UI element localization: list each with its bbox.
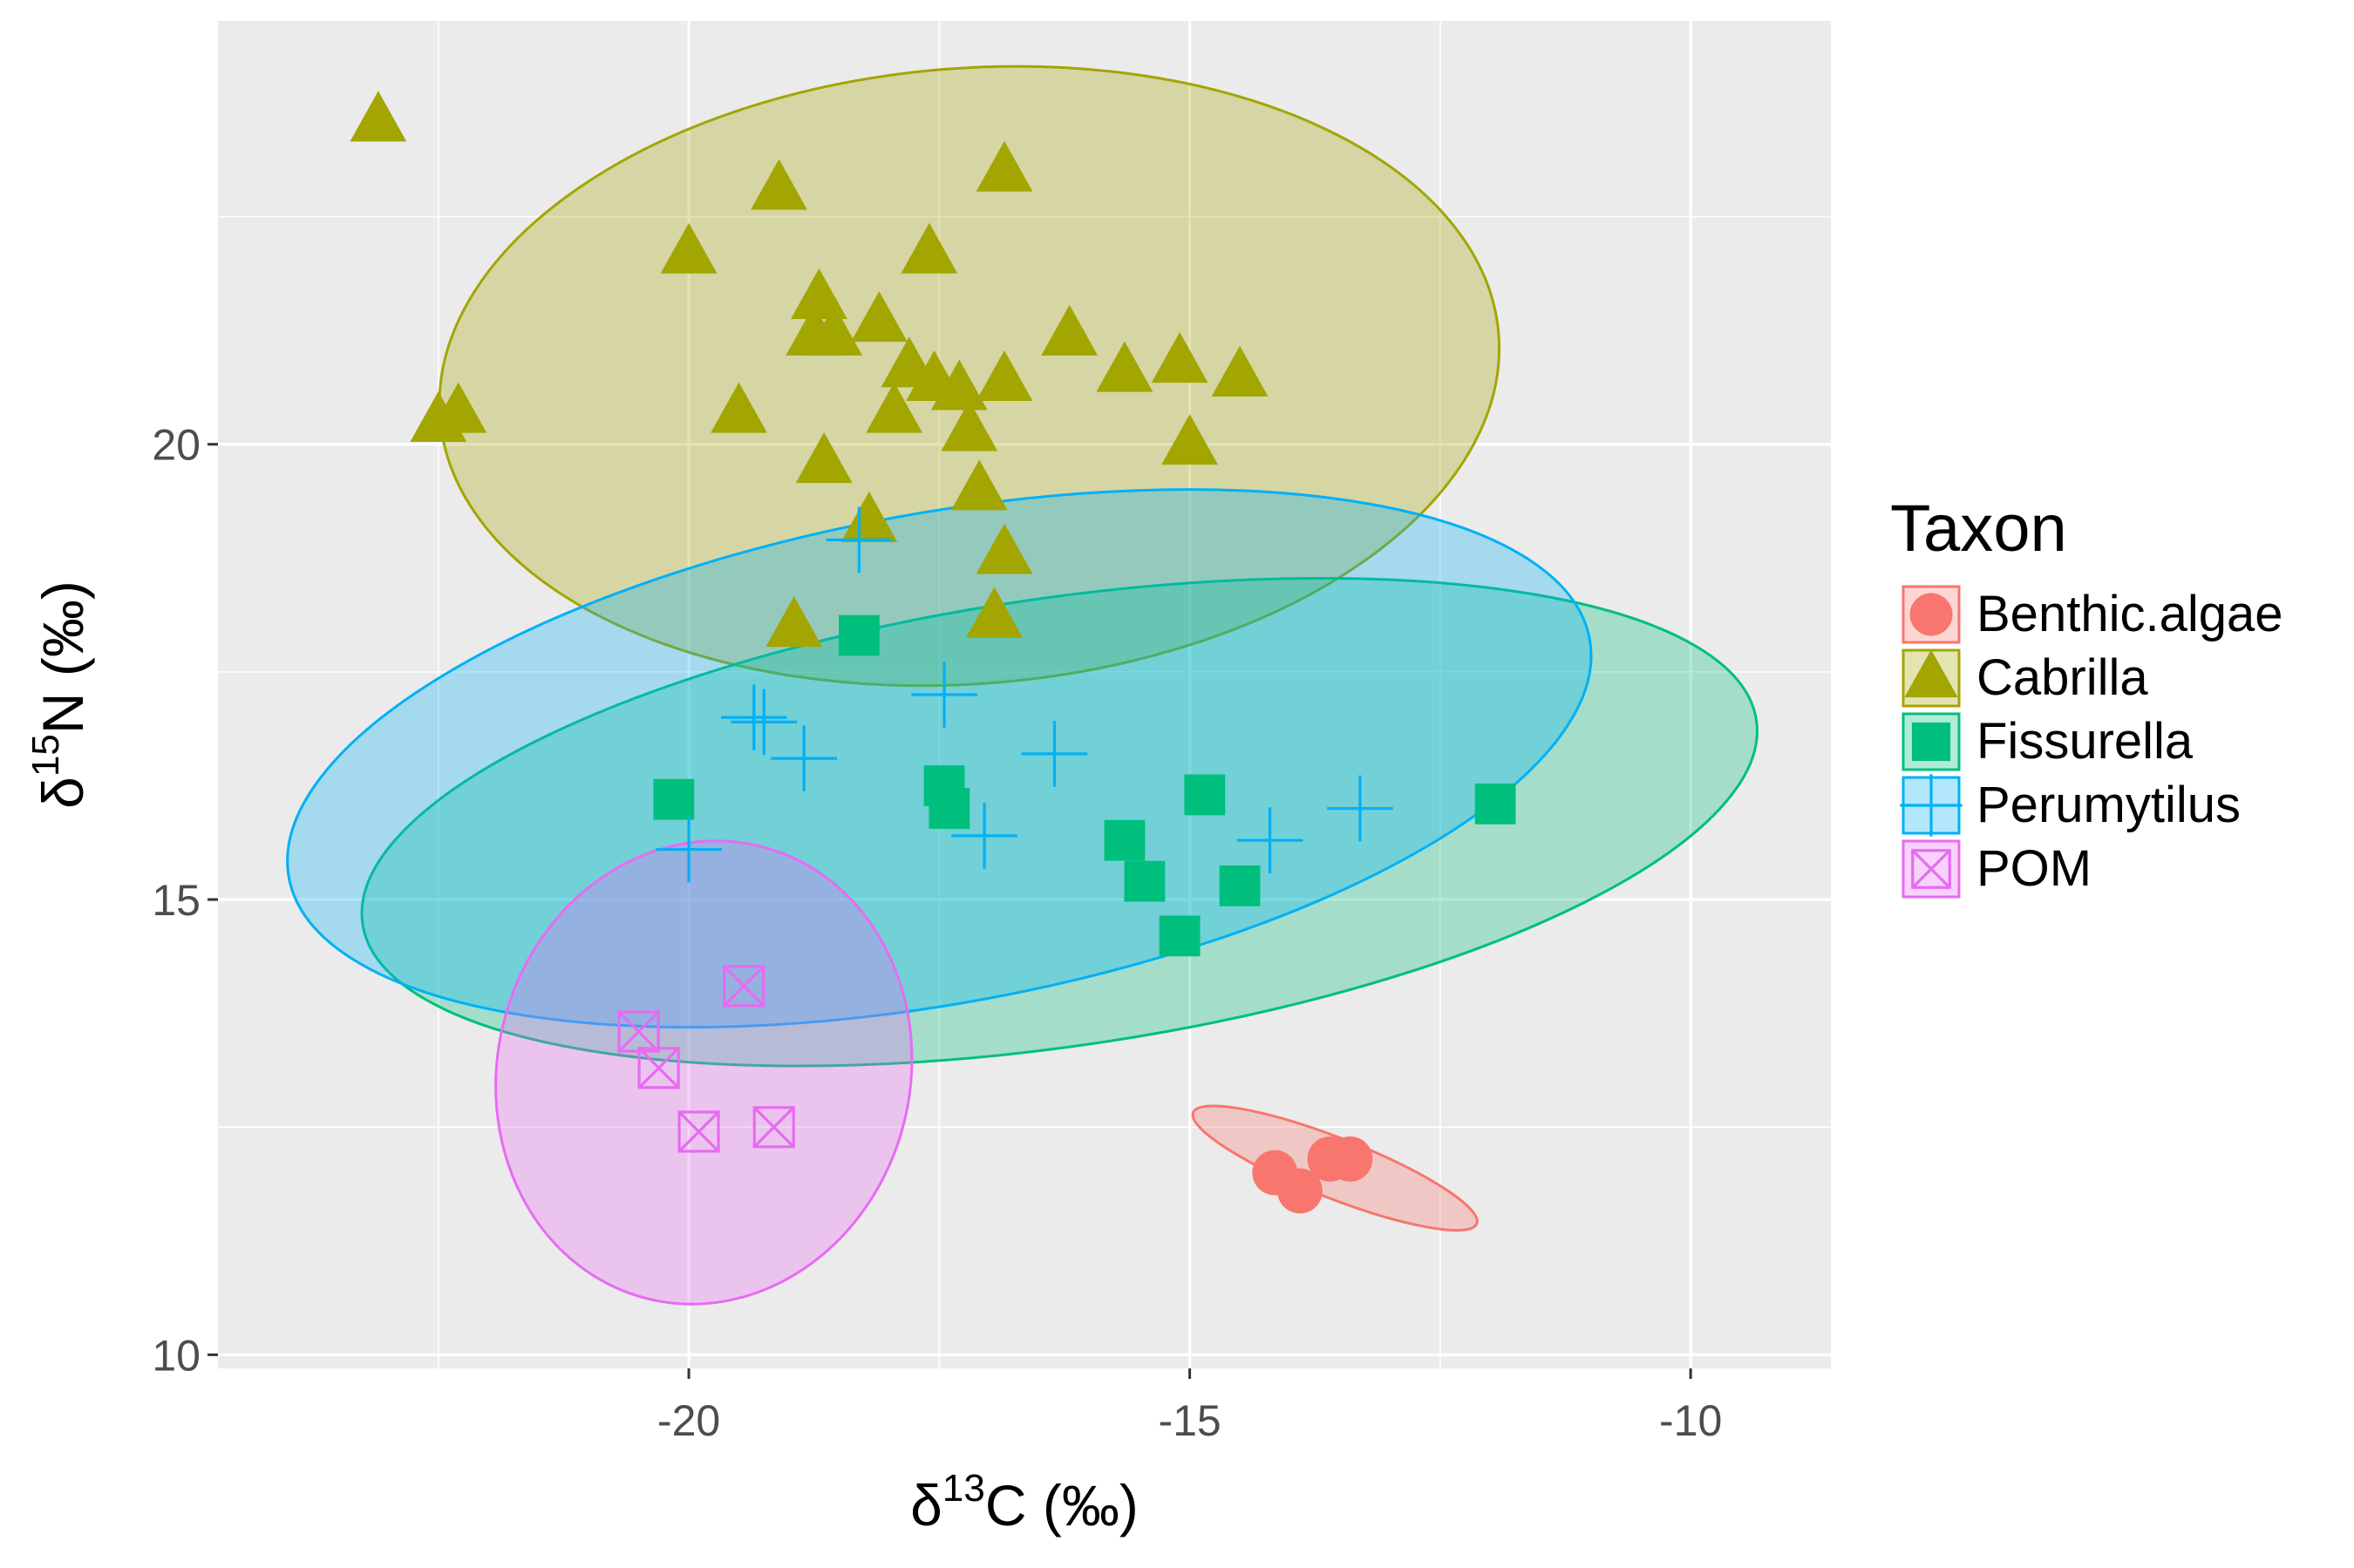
point-perumytilus: [1236, 807, 1303, 873]
point-cabrilla: [430, 382, 487, 433]
point-fissurella: [1104, 819, 1146, 861]
point-cabrilla: [791, 268, 847, 320]
x-tick-label: -10: [1659, 1396, 1722, 1445]
point-fissurella: [1474, 783, 1516, 825]
point-pom: [637, 1047, 680, 1089]
point-perumytilus: [1327, 775, 1393, 842]
legend-symbol-pom: [1911, 849, 1951, 889]
point-cabrilla: [976, 140, 1033, 192]
legend-symbol-cabrilla: [1904, 649, 1958, 698]
point-fissurella: [839, 614, 880, 656]
y-tick-label: 15: [152, 876, 201, 925]
point-perumytilus: [826, 506, 893, 574]
y-tick-label: 20: [152, 421, 201, 470]
x-tick-labels: -20 -15 -10: [657, 1396, 1722, 1445]
point-fissurella: [1159, 915, 1201, 957]
axis-ticks: [208, 443, 1692, 1379]
ellipse-fissurella: [360, 577, 1759, 1068]
legend-item-cabrilla: Cabrilla: [1902, 648, 2148, 708]
y-axis-title-prefix: δ: [31, 777, 95, 809]
legend-symbol-perumytilus: [1900, 774, 1963, 837]
legend-symbol-fissurella: [1911, 722, 1951, 762]
x-tick-label: -15: [1158, 1396, 1221, 1445]
x-axis-title-suffix: C (‰): [985, 1473, 1139, 1537]
x-axis-title: δ13C (‰): [910, 1467, 1139, 1537]
point-cabrilla: [840, 491, 898, 542]
y-tick-label: 10: [152, 1331, 201, 1380]
y-axis-title: δ15N (‰): [24, 580, 95, 809]
point-perumytilus: [911, 662, 977, 728]
legend-label-benthic-algae: Benthic.algae: [1976, 586, 2283, 642]
series-perumytilus: [656, 506, 1393, 883]
point-cabrilla: [765, 596, 823, 648]
point-perumytilus: [720, 684, 787, 750]
point-cabrilla: [950, 459, 1008, 511]
point-perumytilus: [656, 816, 722, 883]
point-cabrilla: [966, 587, 1023, 638]
ellipse-perumytilus: [286, 488, 1593, 1029]
x-axis-title-prefix: δ: [910, 1473, 942, 1537]
point-pom: [617, 1010, 660, 1053]
point-cabrilla: [976, 523, 1033, 574]
point-cabrilla: [1041, 304, 1099, 356]
point-fissurella: [1184, 774, 1226, 816]
data-points: [350, 91, 1516, 1214]
point-fissurella: [653, 778, 695, 820]
series-fissurella: [653, 614, 1516, 957]
point-cabrilla: [850, 291, 908, 343]
point-fissurella: [1124, 860, 1166, 902]
point-perumytilus: [731, 689, 798, 756]
legend-item-pom: POM: [1902, 839, 2092, 899]
series-benthic-algae: [1252, 1136, 1373, 1214]
point-cabrilla: [1211, 345, 1269, 397]
point-perumytilus: [1021, 721, 1088, 787]
point-benthic-algae: [1277, 1168, 1323, 1214]
ellipse-pom: [494, 839, 914, 1306]
legend: Taxon Benthic.algae Cabrilla Fissurella Per…: [1890, 492, 2283, 899]
point-cabrilla: [976, 350, 1033, 402]
grid-major: [218, 21, 1831, 1368]
series-cabrilla: [350, 91, 1269, 648]
legend-label-perumytilus: Perumytilus: [1976, 777, 2241, 833]
point-cabrilla: [930, 359, 988, 411]
legend-item-perumytilus: Perumytilus: [1900, 774, 2241, 837]
point-cabrilla: [941, 400, 998, 451]
point-pom: [723, 965, 765, 1008]
legend-label-cabrilla: Cabrilla: [1976, 649, 2148, 706]
point-pom: [677, 1110, 720, 1153]
point-perumytilus: [951, 803, 1017, 869]
legend-item-benthic-algae: Benthic.algae: [1902, 585, 2283, 644]
legend-label-pom: POM: [1976, 840, 2092, 897]
point-cabrilla: [1096, 341, 1153, 392]
y-tick-labels: 10 15 20: [152, 421, 201, 1381]
legend-symbol-benthic-algae: [1909, 593, 1953, 636]
point-cabrilla: [751, 159, 807, 210]
point-cabrilla: [350, 91, 407, 142]
x-tick-label: -20: [657, 1396, 720, 1445]
point-cabrilla: [795, 432, 853, 484]
point-cabrilla: [660, 222, 718, 274]
ellipses: [286, 64, 1759, 1306]
point-cabrilla: [901, 222, 958, 274]
point-cabrilla: [1161, 414, 1218, 465]
point-cabrilla: [806, 304, 863, 356]
legend-label-fissurella: Fissurella: [1976, 713, 2194, 770]
point-benthic-algae: [1327, 1136, 1373, 1182]
y-axis-title-suffix: N (‰): [31, 580, 95, 734]
point-fissurella: [1219, 865, 1261, 906]
y-axis-title-sup: 15: [24, 734, 67, 777]
point-pom: [752, 1106, 795, 1149]
plot-panel: [218, 21, 1831, 1368]
point-fissurella: [929, 788, 970, 829]
point-cabrilla: [711, 382, 767, 433]
point-cabrilla: [1151, 332, 1208, 384]
x-axis-title-sup: 13: [942, 1467, 985, 1510]
series-pom: [617, 965, 795, 1153]
point-perumytilus: [771, 725, 838, 791]
point-cabrilla: [866, 382, 923, 433]
legend-item-fissurella: Fissurella: [1902, 712, 2194, 771]
legend-title: Taxon: [1890, 492, 2067, 566]
